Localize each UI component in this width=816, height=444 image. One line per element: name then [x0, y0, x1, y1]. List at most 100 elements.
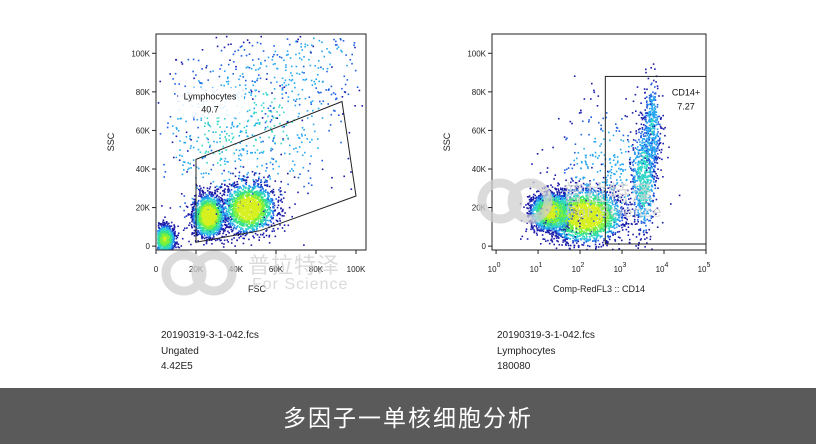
event-point	[211, 216, 214, 218]
event-point	[196, 230, 199, 233]
event-point	[211, 195, 214, 198]
event-point	[207, 219, 209, 221]
event-point	[224, 118, 226, 120]
event-point	[219, 239, 222, 242]
event-point	[177, 232, 180, 234]
event-point	[183, 216, 186, 218]
event-point	[220, 185, 222, 187]
event-point	[228, 198, 230, 201]
event-point	[193, 229, 196, 232]
event-point	[223, 46, 226, 49]
event-point	[267, 212, 269, 215]
event-point	[245, 204, 248, 206]
event-point	[258, 90, 260, 93]
event-point	[247, 206, 249, 209]
event-point	[336, 47, 338, 50]
event-point	[207, 138, 209, 141]
event-point	[192, 217, 194, 219]
event-point	[239, 192, 242, 194]
event-point	[220, 209, 222, 212]
event-point	[206, 224, 209, 227]
event-point	[312, 45, 315, 48]
event-point	[271, 217, 273, 220]
event-point	[241, 178, 244, 180]
event-point	[260, 185, 262, 188]
event-point	[197, 148, 200, 151]
event-point	[340, 38, 342, 41]
event-point	[251, 191, 253, 193]
event-point	[243, 187, 245, 189]
event-point	[350, 188, 353, 190]
event-point	[251, 218, 253, 221]
event-point	[226, 224, 228, 227]
event-point	[305, 78, 308, 81]
event-point	[180, 117, 182, 120]
event-point	[224, 221, 226, 223]
event-point	[239, 46, 242, 48]
event-point	[317, 107, 320, 110]
event-point	[221, 206, 223, 208]
event-point	[272, 191, 275, 193]
event-point	[256, 77, 259, 80]
event-point	[239, 216, 242, 219]
event-point	[166, 245, 168, 247]
event-point	[199, 227, 202, 230]
event-point	[215, 213, 218, 215]
event-point	[301, 127, 304, 129]
event-point	[291, 215, 293, 218]
event-point	[266, 167, 268, 169]
event-point	[245, 131, 247, 134]
event-point	[334, 110, 336, 112]
event-point	[304, 134, 306, 136]
event-point	[266, 181, 268, 183]
event-point	[181, 237, 184, 240]
event-point	[191, 215, 193, 217]
event-point	[220, 225, 222, 228]
event-point	[264, 219, 266, 221]
event-point	[219, 201, 222, 203]
event-point	[205, 226, 208, 229]
event-point	[338, 114, 340, 116]
event-point	[211, 229, 214, 231]
event-point	[216, 229, 219, 232]
event-point	[268, 219, 270, 222]
event-point	[286, 38, 289, 40]
event-point	[218, 216, 220, 219]
event-point	[202, 211, 204, 214]
event-point	[177, 118, 179, 120]
event-point	[281, 201, 283, 203]
event-point	[234, 175, 237, 178]
event-point	[228, 226, 231, 229]
event-point	[213, 200, 215, 203]
event-point	[336, 44, 338, 46]
event-point	[194, 214, 196, 216]
event-point	[248, 194, 251, 197]
event-point	[234, 190, 236, 192]
event-point	[272, 202, 275, 204]
event-point	[248, 217, 250, 220]
event-point	[201, 144, 203, 147]
event-point	[272, 203, 274, 205]
event-point	[172, 132, 175, 135]
event-point	[187, 58, 190, 61]
event-point	[311, 84, 314, 86]
event-point	[196, 187, 198, 189]
event-point	[245, 200, 248, 203]
event-point	[283, 111, 285, 114]
event-point	[291, 90, 293, 93]
event-point	[175, 127, 178, 129]
event-point	[214, 204, 217, 207]
event-point	[164, 241, 167, 244]
event-point	[166, 235, 169, 237]
event-point	[241, 220, 244, 223]
event-point	[206, 203, 208, 205]
event-point	[201, 208, 204, 210]
event-point	[235, 204, 238, 206]
event-point	[246, 150, 249, 152]
event-point	[302, 78, 304, 81]
event-point	[233, 237, 235, 239]
event-point	[203, 234, 206, 237]
event-point	[161, 233, 163, 235]
event-point	[225, 138, 227, 140]
event-point	[220, 227, 222, 229]
